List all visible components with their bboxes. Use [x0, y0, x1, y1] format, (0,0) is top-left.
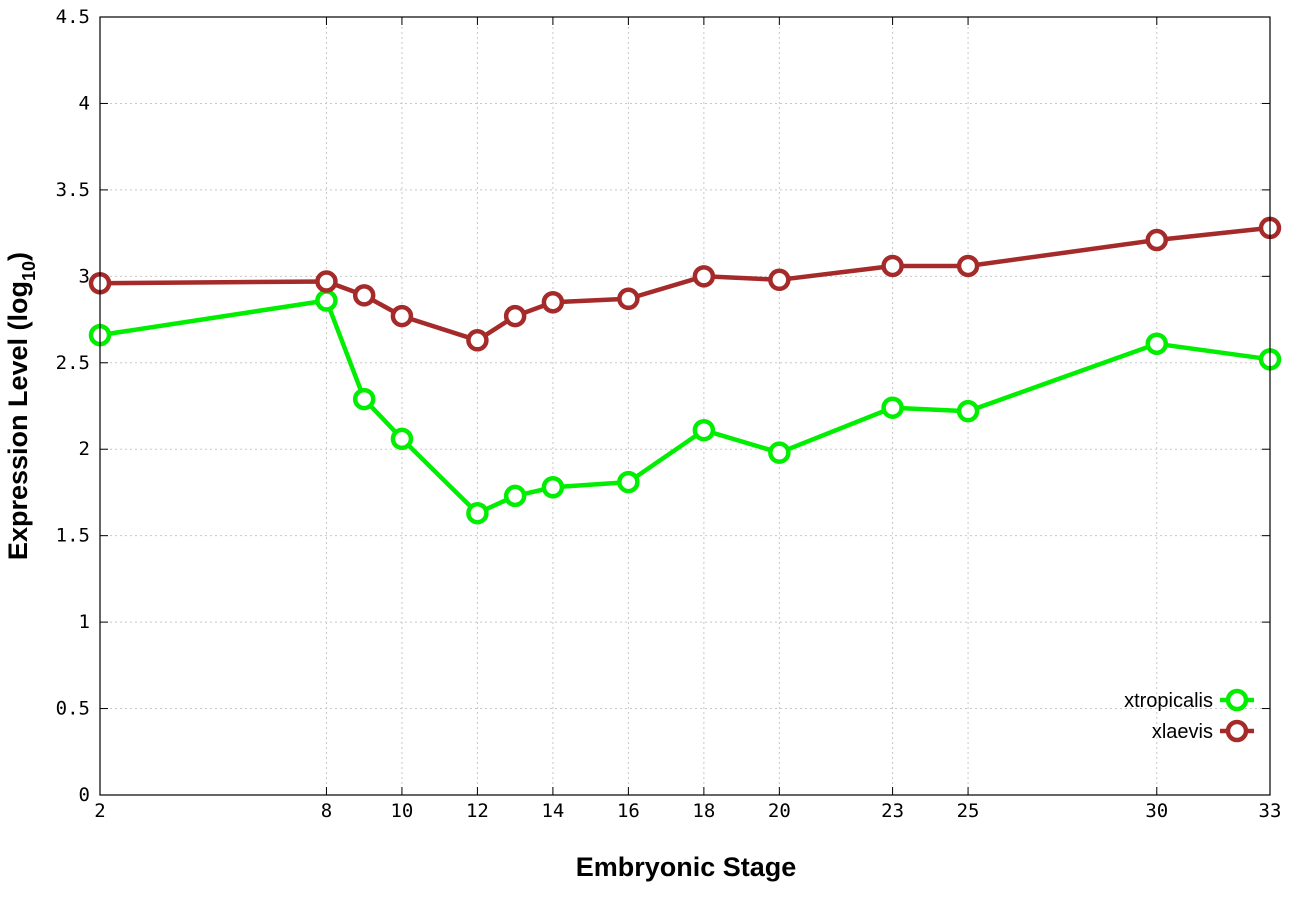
y-axis-title-subscript: 10	[19, 261, 39, 281]
data-point-xlaevis	[768, 268, 791, 292]
grid-lines	[100, 17, 1270, 795]
x-tick-label: 2	[94, 800, 105, 822]
data-point-xtropicalis	[390, 427, 414, 451]
data-point-xtropicalis	[315, 289, 338, 312]
series-layer	[88, 216, 1282, 525]
x-tick-label: 10	[390, 800, 413, 822]
x-axis-title: Embryonic Stage	[576, 852, 797, 882]
legend-label-xlaevis: xlaevis	[1152, 721, 1213, 743]
data-point-xtropicalis	[617, 470, 640, 494]
data-point-xlaevis	[315, 270, 338, 293]
data-point-xlaevis	[956, 254, 980, 278]
data-point-xlaevis	[692, 265, 716, 288]
legend-marker-xtropicalis	[1225, 688, 1249, 712]
x-tick-label: 30	[1145, 800, 1168, 822]
x-tick-label: 12	[466, 800, 489, 822]
y-tick-label: 0	[79, 784, 90, 806]
series-line-xtropicalis	[99, 298, 1271, 516]
data-point-xlaevis	[617, 287, 640, 311]
data-point-xlaevis	[352, 284, 376, 307]
data-point-xlaevis	[881, 254, 904, 278]
data-point-xlaevis	[541, 291, 565, 314]
y-tick-label: 3.5	[56, 179, 90, 201]
x-tick-label: 33	[1259, 800, 1282, 822]
legend-marker-xlaevis	[1225, 719, 1249, 743]
data-point-xtropicalis	[541, 476, 565, 499]
x-tick-label: 23	[881, 800, 904, 822]
x-axis-ticks: 2 8 10 12 14 16 18 20 23 25 30 33	[94, 17, 1281, 822]
y-tick-label: 1.5	[56, 525, 90, 547]
y-axis-title: Expression Level (log10)	[3, 252, 39, 560]
legend-label-xtropicalis: xtropicalis	[1124, 690, 1213, 712]
y-tick-label: 4.5	[56, 6, 90, 28]
data-point-xlaevis	[1145, 228, 1169, 252]
series-line-xlaevis	[99, 225, 1271, 343]
plot-frame	[99, 16, 1271, 796]
y-tick-label: 2.5	[56, 352, 90, 374]
legend: xtropicalis xlaevis	[1124, 688, 1254, 743]
x-tick-label: 14	[541, 800, 564, 822]
y-axis-ticks: 0 0.5 1 1.5 2 2.5 3 3.5 4 4.5	[56, 6, 1270, 806]
y-tick-label: 3	[79, 265, 90, 287]
x-tick-label: 18	[692, 800, 715, 822]
y-tick-label: 4	[79, 92, 90, 114]
y-tick-label: 2	[79, 438, 90, 460]
data-point-xlaevis	[466, 329, 489, 352]
data-point-xtropicalis	[503, 484, 527, 508]
data-point-xlaevis	[503, 304, 527, 328]
x-tick-label: 25	[957, 800, 980, 822]
x-tick-label: 8	[321, 800, 332, 822]
data-point-xtropicalis	[956, 399, 980, 423]
data-point-xtropicalis	[352, 387, 376, 411]
data-point-xtropicalis	[692, 418, 716, 442]
y-tick-label: 1	[79, 611, 90, 633]
y-tick-label: 0.5	[56, 698, 90, 720]
data-point-xtropicalis	[768, 441, 791, 464]
x-tick-label: 16	[617, 800, 640, 822]
x-tick-label: 20	[768, 800, 791, 822]
data-point-xlaevis	[390, 304, 414, 328]
data-point-xtropicalis	[1145, 332, 1169, 356]
data-point-xtropicalis	[881, 396, 904, 419]
data-point-xtropicalis	[466, 501, 489, 525]
